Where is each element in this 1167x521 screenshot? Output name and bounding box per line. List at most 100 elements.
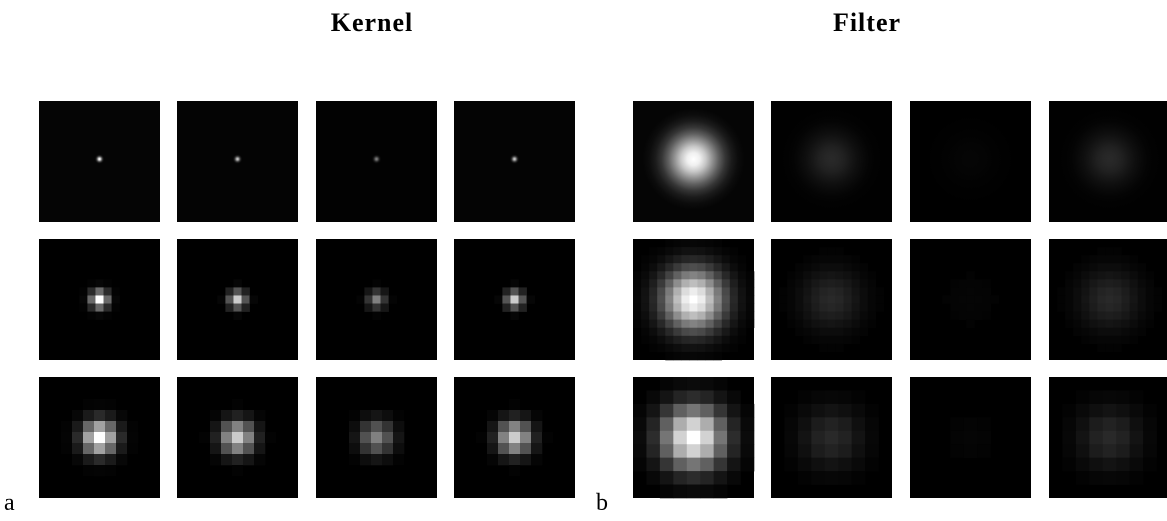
pixel [686,444,701,458]
blur-spot [771,101,892,222]
pixel [641,255,650,264]
pixel [659,417,674,432]
pixel [1121,255,1130,264]
pixel [811,390,826,405]
pixel [819,303,828,312]
pixel [982,295,991,304]
pixel [210,443,222,455]
pixel [745,295,755,304]
pixel [843,335,852,345]
pixel [859,271,869,280]
pixel [95,295,104,304]
pixel [1143,444,1157,458]
pixel [476,432,488,444]
pixel [811,430,826,445]
image-tile [316,239,437,360]
pixel [116,421,128,433]
pixel [94,432,106,444]
pixel [657,311,666,320]
image-tile [1049,377,1167,498]
pixel [803,335,812,345]
blur-spot [316,101,437,222]
pixel [1105,263,1114,272]
blur-spot [910,101,1031,222]
pixel [819,263,828,272]
pixel [966,319,975,329]
pixel [1105,311,1114,320]
pixel [217,295,226,304]
pixel [851,417,866,432]
pixel [835,335,844,345]
pixel [1089,287,1098,296]
pixel [681,343,690,353]
pixel [509,399,521,411]
pixel [689,271,698,280]
pixel [1129,430,1144,445]
pixel [360,443,372,455]
pixel [697,303,706,312]
pixel [393,421,405,433]
pixel [779,303,788,312]
pixel [859,263,869,272]
pixel [803,319,812,329]
pixel [835,279,844,288]
pixel [646,444,661,458]
pixel [649,255,658,264]
pixel [382,410,394,422]
pixel [713,319,723,329]
pixel [681,255,690,264]
pixel [686,377,701,391]
image-tile [39,101,160,222]
pixel [713,287,723,296]
pixel [859,311,869,320]
image-tile [633,101,754,222]
pixel [803,255,812,264]
pixel [646,403,661,418]
pixel [835,303,844,312]
pixel [382,454,394,466]
pixel [83,454,95,466]
pixel [745,303,755,312]
pixel [865,403,879,418]
pixel [811,279,820,288]
pixel [393,443,405,455]
pixel [498,454,510,466]
pixel [95,303,104,312]
pixel [729,295,739,304]
pixel [795,295,804,304]
pixel [727,417,741,432]
pixel [510,311,519,320]
pixel [811,471,826,485]
pixel [1116,430,1130,445]
pixel [1097,263,1106,272]
pixel [673,295,682,304]
pixel [689,335,698,345]
pixel [382,432,394,444]
pixel [487,421,499,433]
pixel [673,303,682,312]
pixel [649,295,658,304]
pixel [982,303,991,312]
pixel [487,410,499,422]
pixel [498,410,510,422]
pixel [94,399,106,411]
pixel [700,403,714,418]
pixel [665,303,674,312]
pixel [797,390,812,405]
pixel [819,279,828,288]
pixel [243,432,255,444]
pixel [1075,390,1090,405]
pixel [700,484,714,499]
pixel [697,327,706,337]
pixel [1089,457,1104,472]
pixel [729,287,739,296]
pixel [1105,335,1114,345]
pixel [94,421,106,433]
pixel [784,403,799,418]
pixel [1129,279,1139,288]
pixel [641,319,650,329]
pixel [633,271,642,280]
pixel [1075,457,1090,472]
pixel [673,351,682,361]
pixel [851,271,861,280]
